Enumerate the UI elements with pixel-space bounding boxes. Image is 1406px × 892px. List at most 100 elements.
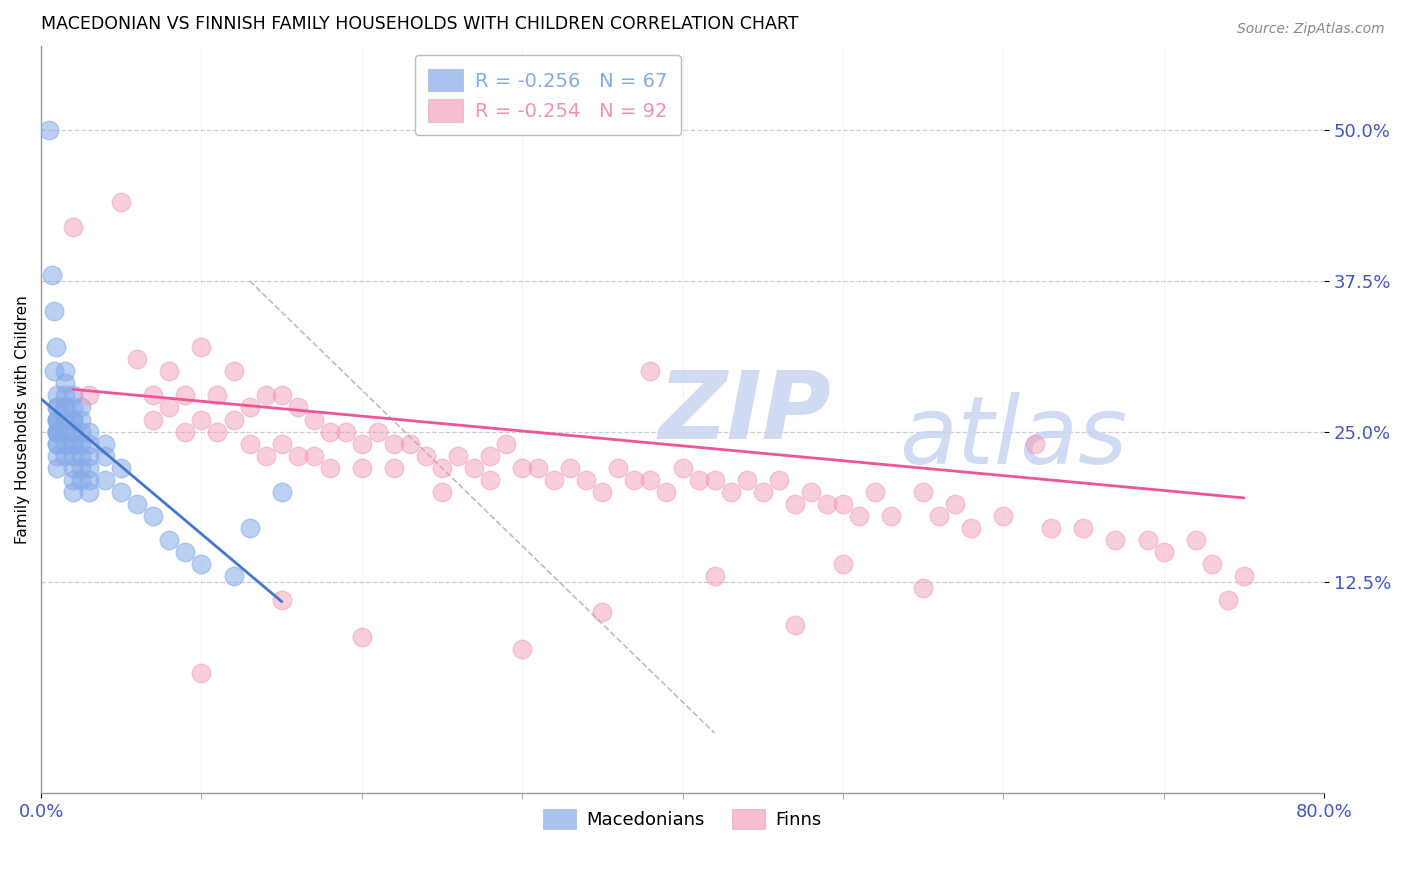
Point [127, 497, 149, 511]
Point [174, 388, 197, 402]
Point [77, 473, 100, 487]
Point [222, 412, 245, 426]
Point [62, 484, 84, 499]
Point [319, 460, 342, 475]
Point [77, 460, 100, 475]
Point [46, 401, 69, 415]
Point [591, 484, 613, 499]
Point [53, 436, 76, 450]
Point [270, 593, 292, 607]
Point [53, 364, 76, 378]
Point [560, 460, 582, 475]
Point [447, 449, 470, 463]
Point [157, 401, 180, 415]
Legend: Macedonians, Finns: Macedonians, Finns [536, 801, 830, 837]
Point [287, 449, 309, 463]
Point [41, 268, 63, 282]
Point [350, 436, 373, 450]
Point [94, 473, 117, 487]
Point [302, 449, 325, 463]
Point [607, 460, 630, 475]
Point [46, 436, 69, 450]
Point [768, 473, 790, 487]
Point [831, 497, 853, 511]
Point [254, 449, 277, 463]
Point [527, 460, 550, 475]
Point [815, 497, 838, 511]
Point [735, 473, 758, 487]
Point [207, 388, 229, 402]
Point [1136, 533, 1159, 547]
Point [174, 425, 197, 439]
Point [880, 508, 903, 523]
Point [1233, 569, 1256, 583]
Point [53, 376, 76, 391]
Point [94, 449, 117, 463]
Point [463, 460, 485, 475]
Point [430, 484, 453, 499]
Point [270, 436, 292, 450]
Point [174, 545, 197, 559]
Point [751, 484, 773, 499]
Point [62, 412, 84, 426]
Point [157, 364, 180, 378]
Point [53, 449, 76, 463]
Point [993, 508, 1015, 523]
Y-axis label: Family Households with Children: Family Households with Children [15, 295, 30, 544]
Point [1201, 558, 1223, 572]
Point [70, 473, 93, 487]
Point [270, 484, 292, 499]
Point [53, 412, 76, 426]
Point [800, 484, 823, 499]
Point [1040, 521, 1063, 535]
Point [238, 521, 260, 535]
Point [350, 630, 373, 644]
Text: Source: ZipAtlas.com: Source: ZipAtlas.com [1237, 22, 1385, 37]
Point [287, 401, 309, 415]
Point [62, 425, 84, 439]
Point [190, 340, 212, 354]
Point [46, 425, 69, 439]
Point [350, 460, 373, 475]
Point [1153, 545, 1175, 559]
Point [70, 412, 93, 426]
Point [319, 425, 342, 439]
Point [53, 425, 76, 439]
Point [62, 436, 84, 450]
Point [53, 412, 76, 426]
Point [783, 617, 806, 632]
Point [62, 449, 84, 463]
Point [62, 473, 84, 487]
Point [46, 425, 69, 439]
Point [943, 497, 966, 511]
Point [62, 460, 84, 475]
Point [62, 436, 84, 450]
Point [53, 401, 76, 415]
Point [1024, 436, 1046, 450]
Point [591, 606, 613, 620]
Point [238, 436, 260, 450]
Point [157, 533, 180, 547]
Point [46, 388, 69, 402]
Point [38, 123, 60, 137]
Point [53, 401, 76, 415]
Point [479, 473, 502, 487]
Point [62, 388, 84, 402]
Point [238, 401, 260, 415]
Point [142, 508, 165, 523]
Point [270, 388, 292, 402]
Point [911, 582, 934, 596]
Point [399, 436, 422, 450]
Point [70, 401, 93, 415]
Point [254, 388, 277, 402]
Point [703, 569, 725, 583]
Point [415, 449, 437, 463]
Point [848, 508, 870, 523]
Text: atlas: atlas [898, 392, 1128, 483]
Point [367, 425, 389, 439]
Point [190, 412, 212, 426]
Point [142, 388, 165, 402]
Point [70, 425, 93, 439]
Point [510, 641, 533, 656]
Point [94, 436, 117, 450]
